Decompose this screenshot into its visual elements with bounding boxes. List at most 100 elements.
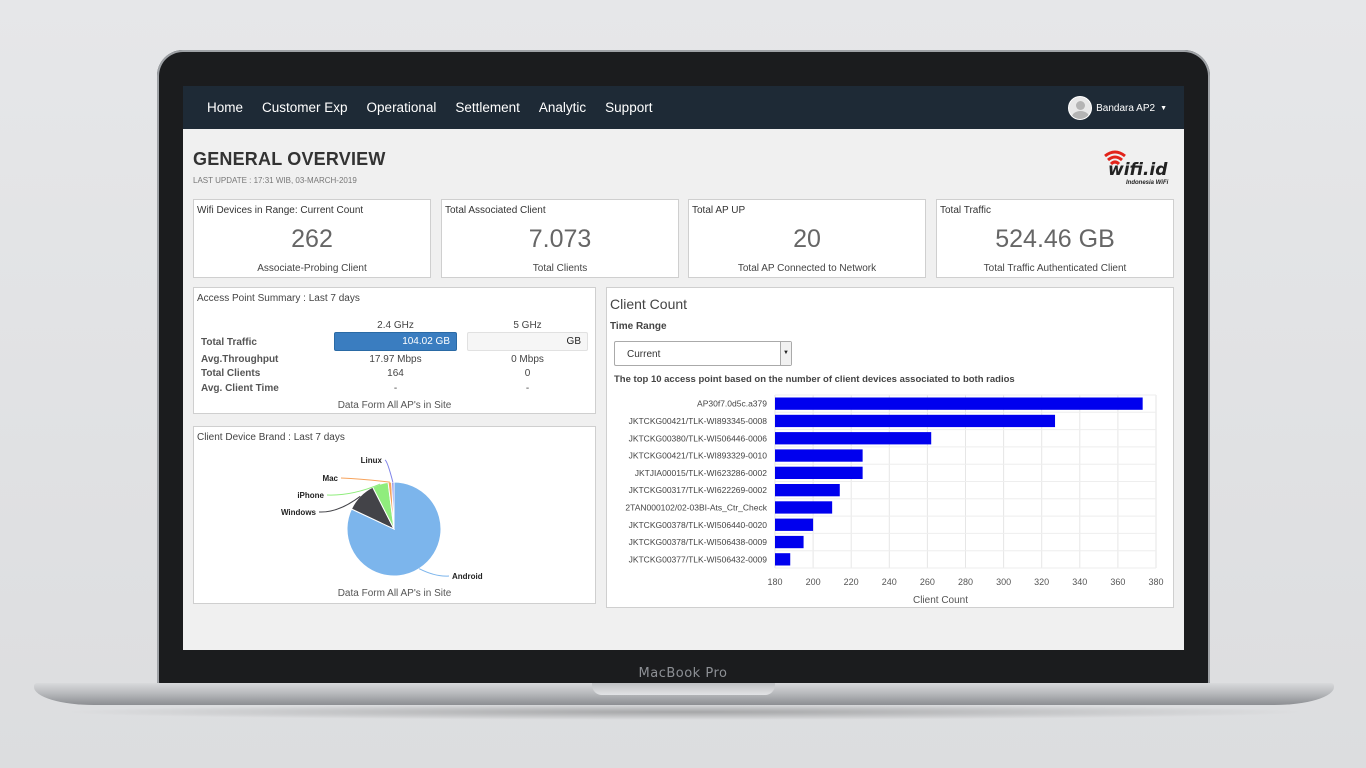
logo-subtitle: Indonesia WiFi [1126, 180, 1169, 186]
stat-card-devices: Wifi Devices in Range: Current Count 262… [193, 199, 431, 278]
tick-label: 380 [1148, 577, 1163, 587]
user-menu[interactable]: Bandara AP2 ▼ [1068, 96, 1167, 120]
category-label: JKTCKG00378/TLK-WI506438-0009 [629, 537, 768, 547]
pie-connector [326, 483, 381, 496]
category-label: JKTCKG00380/TLK-WI506446-0006 [629, 433, 768, 443]
panel-footer: Data Form All AP's in Site [337, 400, 452, 411]
row-label: Total Traffic [201, 337, 257, 348]
nav-operational[interactable]: Operational [366, 100, 437, 115]
row-label: Avg. Client Time [201, 383, 279, 394]
pie-label: Windows [281, 508, 317, 517]
device-brand-panel: Client Device Brand : Last 7 days Androi… [193, 426, 596, 604]
table-row: Total Clients 164 0 [201, 368, 591, 382]
bar[interactable] [775, 553, 791, 566]
stat-subtitle: Total AP Connected to Network [737, 263, 877, 274]
client-count-panel: Client Count Time Range Current ▼ The to… [606, 287, 1174, 608]
table-row: Avg. Client Time - - [201, 383, 591, 397]
category-label: JKTCKG00377/TLK-WI506432-0009 [629, 554, 768, 564]
tick-label: 360 [1110, 577, 1125, 587]
laptop-notch [592, 683, 775, 695]
row-label: Total Clients [201, 368, 261, 379]
category-label: JKTCKG00421/TLK-WI893329-0010 [629, 451, 768, 461]
stat-label: Wifi Devices in Range: Current Count [197, 205, 364, 216]
category-label: AP30f7.0d5c.a379 [697, 399, 767, 409]
nav-analytic[interactable]: Analytic [538, 100, 587, 115]
nav-support[interactable]: Support [605, 100, 653, 115]
ap-summary-panel: Access Point Summary : Last 7 days 2.4 G… [193, 287, 596, 414]
tick-label: 200 [806, 577, 821, 587]
device-brand-pie-chart: Android Windows iPhone Mac Linux [281, 456, 483, 581]
table-header-row: 2.4 GHz 5 GHz [201, 320, 591, 334]
tick-label: 220 [844, 577, 859, 587]
bar[interactable] [775, 432, 932, 445]
stat-label: Total AP UP [692, 205, 746, 216]
row-label: Avg.Throughput [201, 354, 279, 365]
stat-subtitle: Associate-Probing Client [257, 263, 367, 274]
top-navbar: Home Customer Exp Operational Settlement… [183, 86, 1184, 129]
tick-label: 300 [996, 577, 1011, 587]
tick-label: 320 [1034, 577, 1049, 587]
category-label: JKTCKG00378/TLK-WI506440-0020 [629, 520, 768, 530]
main-content: GENERAL OVERVIEW LAST UPDATE : 17:31 WIB… [183, 129, 1184, 650]
bar[interactable] [775, 449, 863, 462]
laptop-shadow [60, 704, 1310, 720]
pie-slice[interactable] [391, 481, 395, 530]
client-count-bar-chart: AP30f7.0d5c.a379 JKTCKG00421/TLK-WI893345… [625, 394, 1164, 606]
bar[interactable] [775, 414, 1056, 428]
pie-connector [418, 568, 450, 577]
stat-value: 7.073 [528, 225, 592, 253]
user-name: Bandara AP2 [1096, 102, 1156, 114]
pie-label: Android [452, 572, 483, 581]
category-label: JKTCKG00317/TLK-WI622269-0002 [629, 485, 768, 495]
chevron-down-icon[interactable]: ▼ [780, 342, 791, 365]
table-row: Avg.Throughput 17.97 Mbps 0 Mbps [201, 354, 591, 368]
stat-subtitle: Total Traffic Authenticated Client [983, 263, 1127, 274]
pie-label: Mac [322, 474, 338, 483]
col-header-24ghz: 2.4 GHz [377, 320, 414, 331]
select-value: Current [627, 349, 661, 360]
chart-description: The top 10 access point based on the num… [614, 374, 1015, 385]
cell-5ghz: - [525, 383, 530, 394]
panel-title: Client Count [610, 296, 688, 312]
cell-24ghz: - [393, 383, 398, 394]
category-label: JKTCKG00421/TLK-WI893345-0008 [629, 416, 768, 426]
nav-settlement[interactable]: Settlement [455, 100, 520, 115]
stat-value: 262 [291, 225, 333, 253]
nav-menu: Home Customer Exp Operational Settlement… [207, 86, 671, 129]
stat-value: 20 [793, 225, 821, 253]
time-range-select[interactable]: Current ▼ [614, 341, 792, 366]
x-axis-label: Client Count [913, 595, 968, 606]
stat-subtitle: Total Clients [532, 263, 588, 274]
pie-label: Linux [361, 456, 383, 465]
tick-label: 260 [920, 577, 935, 587]
wifi-logo-icon [1104, 150, 1126, 166]
bar[interactable] [775, 397, 1143, 410]
panel-footer: Data Form All AP's in Site [337, 588, 452, 599]
stat-label: Total Associated Client [445, 205, 546, 216]
pie-connector [384, 459, 394, 483]
nav-home[interactable]: Home [207, 100, 244, 115]
table-row: Total Traffic 104.02 GB GB [201, 332, 591, 351]
bar[interactable] [775, 501, 833, 514]
bar[interactable] [775, 535, 804, 549]
cell-5ghz: 0 Mbps [511, 354, 544, 365]
tick-label: 180 [767, 577, 782, 587]
stat-card-associated: Total Associated Client 7.073 Total Clie… [441, 199, 679, 278]
traffic-24ghz-bar: 104.02 GB [334, 332, 457, 351]
bar[interactable] [775, 484, 840, 497]
bar[interactable] [775, 466, 863, 479]
bar[interactable] [775, 518, 814, 531]
stat-value: 524.46 GB [995, 225, 1115, 253]
panel-title: Access Point Summary : Last 7 days [197, 293, 360, 304]
stat-card-ap-up: Total AP UP 20 Total AP Connected to Net… [688, 199, 926, 278]
cell-5ghz: 0 [524, 368, 531, 379]
category-label: 2TAN000102/02-03BI-Ats_Ctr_Check [625, 502, 767, 512]
pie-connector [318, 495, 361, 513]
pie-connector [340, 477, 390, 483]
nav-customer-exp[interactable]: Customer Exp [262, 100, 348, 115]
device-brand-label: MacBook Pro [638, 666, 728, 681]
panel-title: Client Device Brand : Last 7 days [197, 432, 345, 443]
stat-card-traffic: Total Traffic 524.46 GB Total Traffic Au… [936, 199, 1174, 278]
cell-24ghz: 17.97 Mbps [369, 354, 422, 365]
category-label: JKTJIA00015/TLK-WI623286-0002 [635, 468, 768, 478]
